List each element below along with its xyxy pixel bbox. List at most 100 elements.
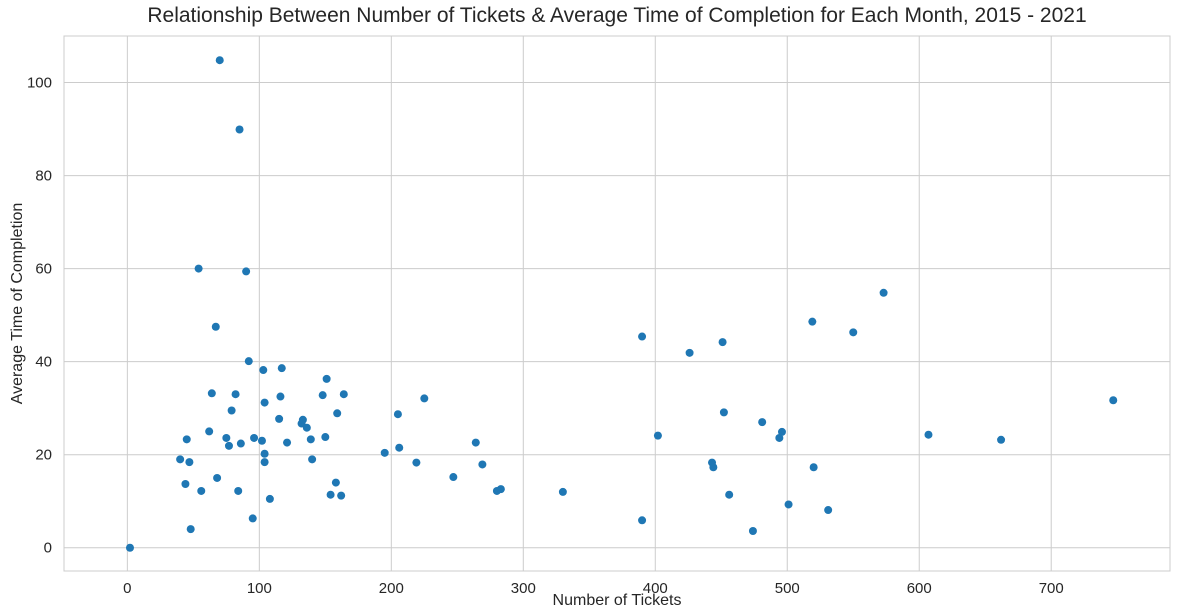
x-axis-tick-labels: 0 100 200 300 400 500 600 700 [123,580,1064,597]
data-point [777,427,786,436]
data-point [879,288,888,297]
data-point [227,406,236,415]
data-point [638,332,647,341]
x-tick-label: 400 [643,580,668,597]
data-points [125,56,1118,552]
data-point [205,427,214,436]
data-point [181,480,190,489]
data-point [558,487,567,496]
data-point [213,473,222,482]
y-tick-label: 40 [35,354,52,371]
data-point [412,458,421,467]
data-point [784,500,793,509]
data-point [719,408,728,417]
data-point [748,526,757,535]
data-point [125,543,134,552]
x-tick-label: 100 [247,580,272,597]
y-tick-label: 20 [35,447,52,464]
data-point [997,435,1006,444]
data-point [849,328,858,337]
x-gridlines [126,36,1052,571]
x-tick-label: 500 [775,580,800,597]
data-point [318,391,327,400]
data-point [234,486,243,495]
y-gridlines [64,82,1170,549]
data-point [326,490,335,499]
data-point [185,458,194,467]
data-point [265,494,274,503]
data-point [725,490,734,499]
data-point [260,458,269,467]
data-point [496,485,505,494]
data-point [222,433,231,442]
data-point [186,525,195,534]
data-point [176,455,185,464]
plot-area-frame [63,35,1171,572]
data-point [775,433,784,442]
x-tick-label: 300 [511,580,536,597]
data-point [339,390,348,399]
data-point [248,514,257,523]
y-tick-label: 100 [27,75,52,92]
data-point [331,478,340,487]
data-point [182,435,191,444]
x-axis-title: Number of Tickets [553,592,682,609]
data-point [924,430,933,439]
data-point [215,56,224,65]
data-point [308,455,317,464]
data-point [420,394,429,403]
data-point [337,491,346,500]
data-point [380,448,389,457]
data-point [1109,396,1118,405]
data-point [395,443,404,452]
data-point [277,364,286,373]
data-point [250,433,259,442]
data-point [449,473,458,482]
data-point [260,398,269,407]
data-point [321,433,330,442]
data-point [333,409,342,418]
data-point [653,431,662,440]
data-point [718,338,727,347]
data-point [638,516,647,525]
y-tick-label: 0 [44,540,52,557]
data-point [758,418,767,427]
data-point [709,463,718,472]
x-tick-label: 0 [123,580,131,597]
data-point [235,125,244,134]
chart-title: Relationship Between Number of Tickets &… [147,4,1086,27]
data-point [471,438,480,447]
x-tick-label: 700 [1039,580,1064,597]
data-point [242,267,251,276]
data-point [478,460,487,469]
y-tick-label: 80 [35,168,52,185]
data-point [259,366,268,375]
data-point [231,390,240,399]
data-point [298,415,307,424]
y-axis-tick-labels: 0 20 40 60 80 100 [27,75,52,557]
x-tick-label: 600 [907,580,932,597]
y-axis-title: Average Time of Completion [9,203,26,405]
data-point [257,436,266,445]
data-point [260,449,269,458]
data-point [808,317,817,326]
data-point [197,486,206,495]
x-tick-label: 200 [379,580,404,597]
data-point [322,374,331,383]
data-point [302,423,311,432]
data-point [306,435,315,444]
data-point [207,389,216,398]
data-point [224,441,233,450]
data-point [685,348,694,357]
data-point [809,463,818,472]
data-point [194,264,203,273]
y-tick-label: 60 [35,261,52,278]
data-point [275,414,284,423]
data-point [244,357,253,366]
data-point [236,439,245,448]
data-point [276,392,285,401]
data-point [211,322,220,331]
data-point [283,438,292,447]
data-point [824,506,833,515]
